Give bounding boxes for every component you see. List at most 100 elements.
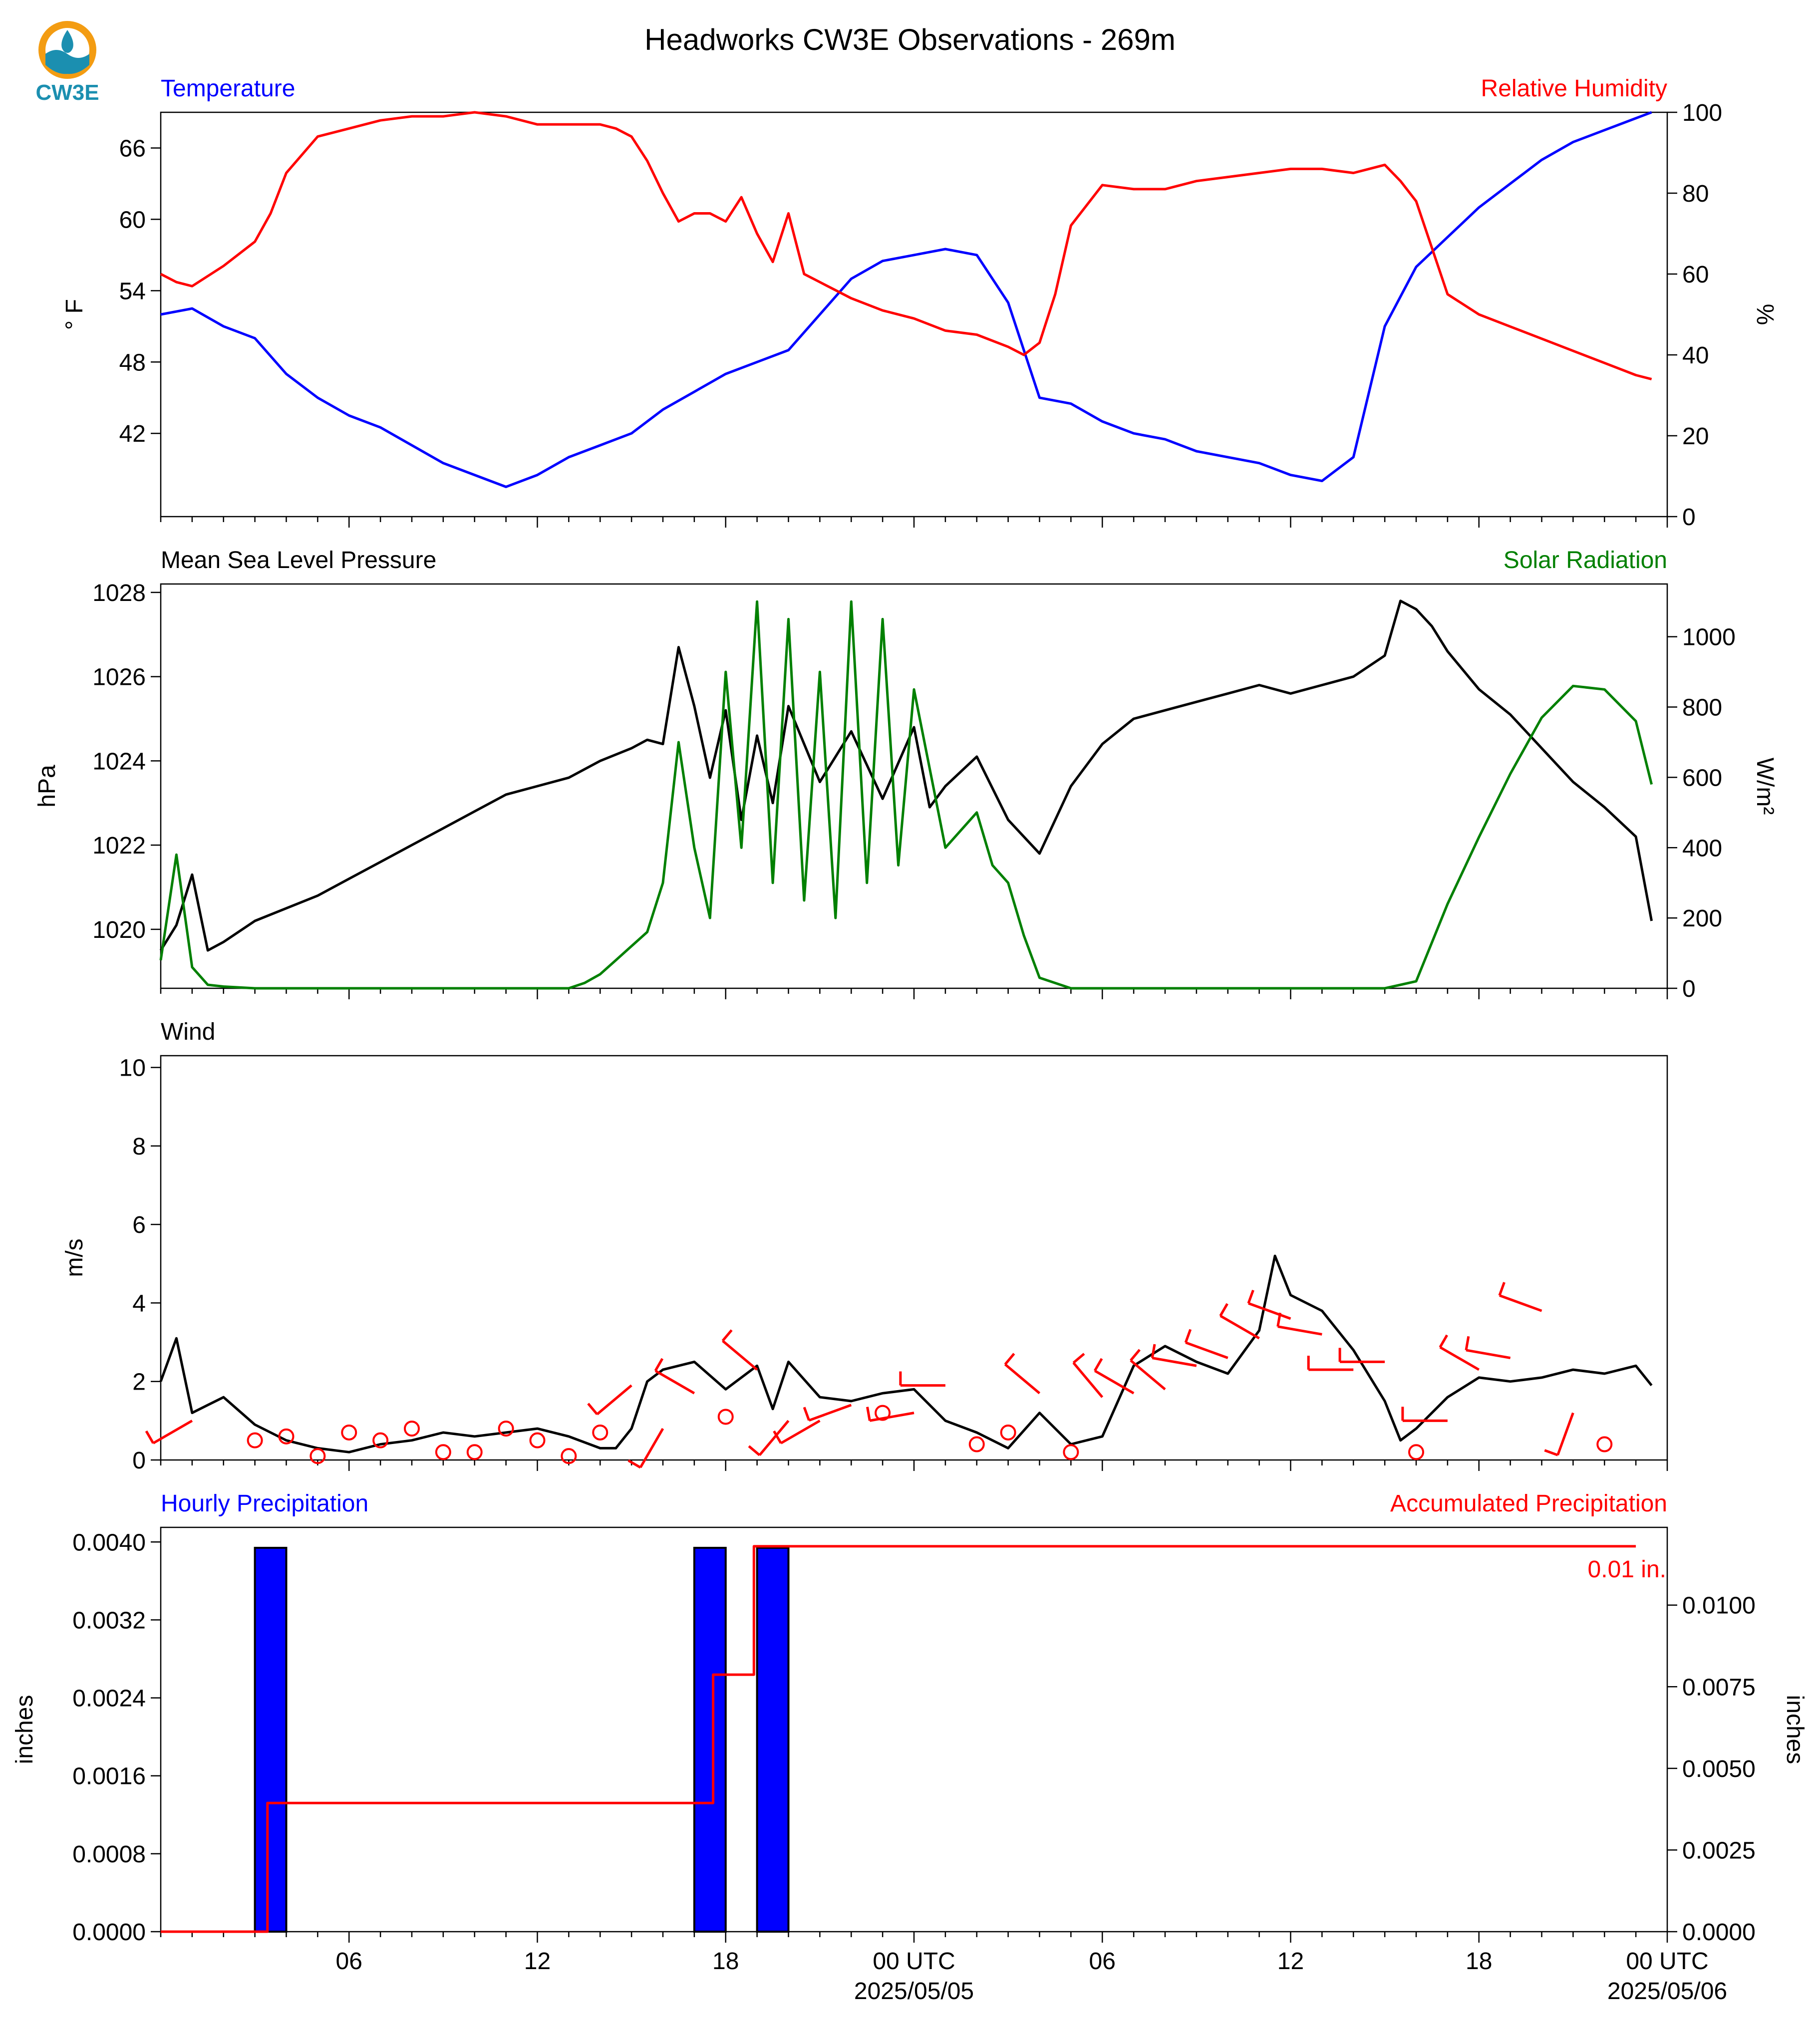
time-date-label: 2025/05/05	[854, 1978, 974, 2005]
wind-calm-marker	[466, 1444, 483, 1460]
y-tick-label-left: 4	[132, 1290, 146, 1317]
y-tick-label-left: 0	[132, 1448, 146, 1474]
wind-barb-flag	[721, 1329, 733, 1342]
panel-temperature-humidity: Temperature Relative Humidity 42 48 54 60 66 0 2…	[61, 75, 1778, 531]
series-line-relative-humidity	[160, 111, 1652, 381]
time-tick-label: 12	[1277, 1948, 1304, 1975]
y-tick-label-right: 200	[1682, 905, 1722, 932]
wind-calm-marker	[1000, 1424, 1016, 1441]
y-tick-label-right: 40	[1682, 342, 1709, 369]
logo-drop-icon	[61, 30, 73, 53]
time-tick-label: 00 UTC	[873, 1948, 955, 1975]
series-line-wind	[159, 1254, 1653, 1453]
y-tick-label-right: 80	[1682, 181, 1709, 207]
y-tick-label-left: 1024	[92, 748, 146, 775]
y-tick-label-left: 0.0032	[72, 1607, 146, 1634]
wind-barb-flag	[1184, 1329, 1192, 1343]
time-tick-label: 18	[1466, 1948, 1492, 1975]
time-tick-label: 12	[524, 1948, 551, 1975]
wind-barb-flag	[1072, 1353, 1085, 1364]
wind-calm-marker	[592, 1424, 608, 1441]
y-tick-label-right: 800	[1682, 695, 1722, 721]
y-tick-label-left: 6	[132, 1212, 146, 1238]
wind-barb-flag	[1498, 1282, 1506, 1296]
wind-barb-flag	[1219, 1303, 1228, 1317]
wind-barb	[722, 1340, 758, 1371]
wind-barb-flag	[773, 1430, 782, 1444]
wind-barb	[1130, 1359, 1166, 1391]
y-tick-label-left: 0.0000	[72, 1919, 146, 1946]
logo-wave-icon	[45, 50, 89, 74]
plot-frame	[160, 583, 1668, 989]
y-axis-label-left: inches	[11, 1695, 38, 1764]
panel-left-title: Wind	[161, 1019, 215, 1045]
wind-barb-flag	[866, 1407, 871, 1421]
hourly-precip-bar	[254, 1546, 288, 1933]
wind-barb	[1072, 1362, 1104, 1398]
wind-calm-marker	[247, 1432, 263, 1449]
wind-barb	[758, 1420, 790, 1456]
y-tick-label-right: 0.0050	[1682, 1756, 1756, 1782]
wind-barb	[1248, 1302, 1291, 1320]
y-tick-label-right: 0	[1682, 504, 1696, 531]
panel-precipitation: Hourly Precipitation Accumulated Precipit…	[11, 1490, 1808, 1946]
wind-barb-flag	[1130, 1349, 1141, 1362]
y-axis-label-left: m/s	[61, 1238, 88, 1277]
wind-barb	[1466, 1349, 1511, 1359]
y-axis-label-right: inches	[1782, 1695, 1808, 1764]
wind-barb	[869, 1412, 914, 1422]
y-tick-label-left: 0.0040	[72, 1529, 146, 1556]
series-line-temperature	[160, 111, 1652, 488]
wind-barb-flag	[1247, 1289, 1254, 1304]
y-tick-label-right: 0.0075	[1682, 1674, 1756, 1701]
wind-barb-flag	[1465, 1336, 1470, 1351]
panel-right-title: Solar Radiation	[1504, 547, 1667, 574]
wind-calm-marker	[529, 1432, 546, 1449]
accumulated-total-label: 0.01 in.	[1588, 1556, 1666, 1583]
y-axis-label-left: hPa	[34, 765, 60, 808]
wind-calm-marker	[404, 1421, 420, 1437]
wind-barb-flag	[654, 1358, 664, 1372]
wind-barb-flag	[627, 1459, 641, 1469]
plot-frame	[160, 1526, 1668, 1933]
y-tick-label-left: 60	[119, 207, 146, 233]
wind-calm-marker	[1063, 1444, 1079, 1460]
wind-barb	[1152, 1357, 1197, 1367]
hourly-precip-bar	[756, 1546, 790, 1933]
time-tick-label: 06	[336, 1948, 362, 1975]
time-tick-label: 00 UTC	[1626, 1948, 1708, 1975]
panel-right-title: Accumulated Precipitation	[1390, 1490, 1667, 1517]
y-axis-label-right: %	[1752, 304, 1778, 325]
panel-left-title: Hourly Precipitation	[161, 1490, 368, 1517]
y-axis-label-right: W/m²	[1752, 758, 1778, 815]
panel-left-title: Mean Sea Level Pressure	[161, 547, 436, 574]
wind-barb	[1499, 1294, 1542, 1312]
y-tick-label-left: 8	[132, 1134, 146, 1160]
y-axis-label-left: ° F	[61, 299, 88, 330]
wind-barb-flag	[145, 1430, 155, 1444]
y-tick-label-left: 0.0024	[72, 1686, 146, 1712]
panel-wind: Wind 0 2 4 6 8 10 m/s	[61, 1019, 1668, 1474]
y-tick-label-left: 2	[132, 1369, 146, 1396]
y-tick-label-left: 66	[119, 135, 146, 162]
wind-barb	[654, 1370, 695, 1395]
cw3e-logo: CW3E	[25, 15, 110, 105]
wind-calm-marker	[717, 1409, 734, 1425]
plot-frame	[160, 111, 1668, 518]
wind-barb	[1277, 1325, 1322, 1336]
hourly-precip-bar	[693, 1546, 727, 1933]
y-tick-label-right: 0.0100	[1682, 1593, 1756, 1619]
series-line-solar-radiation	[159, 600, 1653, 990]
wind-calm-marker	[1596, 1436, 1613, 1452]
wind-barb	[596, 1384, 632, 1416]
wind-barb	[1185, 1341, 1228, 1359]
panel-right-title: Relative Humidity	[1481, 75, 1667, 102]
wind-calm-marker	[1408, 1444, 1424, 1460]
wind-barb	[1219, 1315, 1260, 1340]
wind-calm-marker	[435, 1444, 451, 1460]
y-tick-label-right: 0.0000	[1682, 1919, 1756, 1946]
plot-frame	[160, 1055, 1668, 1461]
panel-left-title: Temperature	[161, 75, 295, 102]
y-tick-label-right: 1000	[1682, 624, 1736, 651]
